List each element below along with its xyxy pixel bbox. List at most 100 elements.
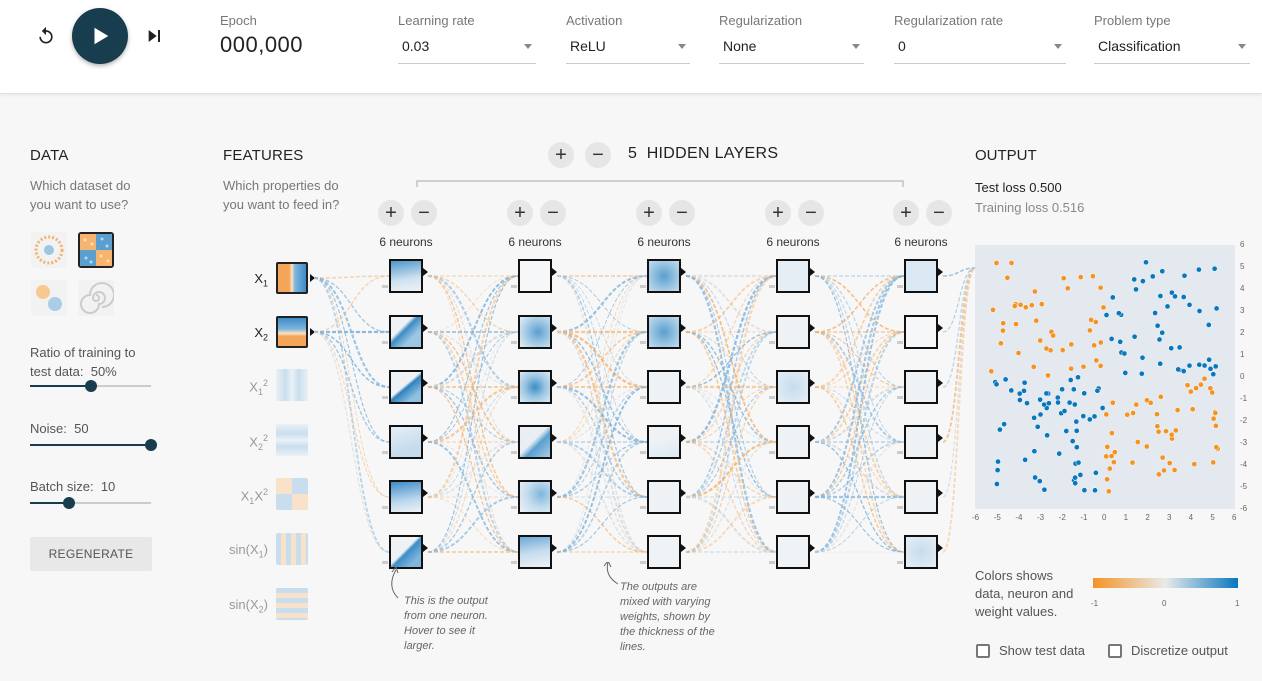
learning-rate-select[interactable]: 0.03 <box>398 38 536 64</box>
remove-neuron-button[interactable]: − <box>411 200 437 226</box>
weight-line[interactable] <box>556 275 648 443</box>
neuron[interactable] <box>776 480 810 514</box>
weight-line[interactable] <box>427 386 519 498</box>
weight-line[interactable] <box>685 331 777 553</box>
weight-line[interactable] <box>556 275 648 553</box>
weight-line[interactable] <box>427 275 519 333</box>
weight-line[interactable] <box>685 386 777 443</box>
neuron[interactable] <box>776 259 810 293</box>
weight-line[interactable] <box>427 331 519 553</box>
neuron[interactable] <box>518 370 552 404</box>
neuron-bias-handle[interactable] <box>769 341 775 344</box>
weight-line[interactable] <box>556 331 648 553</box>
weight-line[interactable] <box>814 441 905 553</box>
dataset-circle[interactable] <box>31 232 67 268</box>
weight-line[interactable] <box>313 277 390 443</box>
feature-node[interactable] <box>276 424 308 456</box>
neuron-bias-handle[interactable] <box>640 396 646 399</box>
regenerate-button[interactable]: REGENERATE <box>30 537 152 571</box>
weight-line[interactable] <box>427 441 519 553</box>
feature-node[interactable] <box>276 533 308 565</box>
add-neuron-button[interactable]: + <box>507 200 533 226</box>
neuron[interactable] <box>647 370 681 404</box>
weight-line[interactable] <box>313 277 390 553</box>
ratio-slider[interactable] <box>30 380 151 392</box>
weight-line[interactable] <box>427 386 519 553</box>
neuron[interactable] <box>776 535 810 569</box>
add-layer-button[interactable]: + <box>548 142 574 168</box>
neuron[interactable] <box>904 370 938 404</box>
step-forward-button[interactable] <box>143 24 165 48</box>
neuron-bias-handle[interactable] <box>511 396 517 399</box>
weight-line[interactable] <box>814 330 905 554</box>
weight-line[interactable] <box>556 441 648 553</box>
neuron[interactable] <box>776 315 810 349</box>
weight-line[interactable] <box>427 385 519 444</box>
weight-line[interactable] <box>685 386 777 498</box>
neuron-bias-handle[interactable] <box>382 341 388 344</box>
neuron-bias-handle[interactable] <box>897 285 903 288</box>
weight-line[interactable] <box>685 275 777 388</box>
neuron-bias-handle[interactable] <box>382 285 388 288</box>
neuron[interactable] <box>389 370 423 404</box>
neuron-bias-handle[interactable] <box>511 561 517 564</box>
weight-line[interactable] <box>313 331 390 388</box>
neuron[interactable] <box>647 425 681 459</box>
neuron-bias-handle[interactable] <box>640 285 646 288</box>
slider-thumb[interactable] <box>62 497 75 509</box>
weight-line[interactable] <box>685 275 777 388</box>
neuron[interactable] <box>518 535 552 569</box>
neuron[interactable] <box>904 425 938 459</box>
neuron-bias-handle[interactable] <box>897 396 903 399</box>
neuron[interactable] <box>647 535 681 569</box>
neuron-bias-handle[interactable] <box>640 561 646 564</box>
weight-line[interactable] <box>942 267 976 553</box>
neuron[interactable] <box>518 425 552 459</box>
neuron-bias-handle[interactable] <box>769 285 775 288</box>
weight-line[interactable] <box>942 267 976 333</box>
weight-line[interactable] <box>427 496 519 553</box>
neuron[interactable] <box>904 480 938 514</box>
weight-line[interactable] <box>685 331 777 498</box>
weight-line[interactable] <box>814 274 905 499</box>
slider-thumb[interactable] <box>145 439 157 451</box>
neuron[interactable] <box>389 535 423 569</box>
weight-line[interactable] <box>313 331 390 443</box>
neuron-bias-handle[interactable] <box>511 341 517 344</box>
feature-node[interactable] <box>276 262 308 294</box>
neuron[interactable] <box>647 259 681 293</box>
add-neuron-button[interactable]: + <box>765 200 791 226</box>
weight-line[interactable] <box>427 275 519 498</box>
weight-line[interactable] <box>685 496 777 553</box>
weight-line[interactable] <box>685 386 777 553</box>
remove-neuron-button[interactable]: − <box>798 200 824 226</box>
weight-line[interactable] <box>814 275 905 553</box>
neuron-bias-handle[interactable] <box>897 561 903 564</box>
remove-neuron-button[interactable]: − <box>540 200 566 226</box>
remove-neuron-button[interactable]: − <box>926 200 952 226</box>
weight-line[interactable] <box>814 275 905 388</box>
weight-line[interactable] <box>427 275 519 443</box>
weight-line[interactable] <box>556 496 648 553</box>
discretize-output-checkbox[interactable]: Discretize output <box>1108 643 1228 658</box>
weight-line[interactable] <box>685 275 777 498</box>
neuron[interactable] <box>776 370 810 404</box>
neuron[interactable] <box>389 259 423 293</box>
weight-line[interactable] <box>556 386 648 553</box>
weight-line[interactable] <box>427 275 519 333</box>
neuron[interactable] <box>647 480 681 514</box>
neuron-bias-handle[interactable] <box>769 506 775 509</box>
remove-neuron-button[interactable]: − <box>669 200 695 226</box>
neuron[interactable] <box>518 315 552 349</box>
neuron[interactable] <box>647 315 681 349</box>
regularization-rate-select[interactable]: 0 <box>894 38 1066 64</box>
weight-line[interactable] <box>556 274 648 334</box>
slider-thumb[interactable] <box>84 380 97 392</box>
weight-line[interactable] <box>427 275 519 388</box>
output-heatmap[interactable] <box>975 245 1235 509</box>
weight-line[interactable] <box>556 275 648 498</box>
problem-type-select[interactable]: Classification <box>1094 38 1250 64</box>
weight-line[interactable] <box>556 275 648 498</box>
weight-line[interactable] <box>814 274 905 444</box>
weight-line[interactable] <box>685 495 777 554</box>
